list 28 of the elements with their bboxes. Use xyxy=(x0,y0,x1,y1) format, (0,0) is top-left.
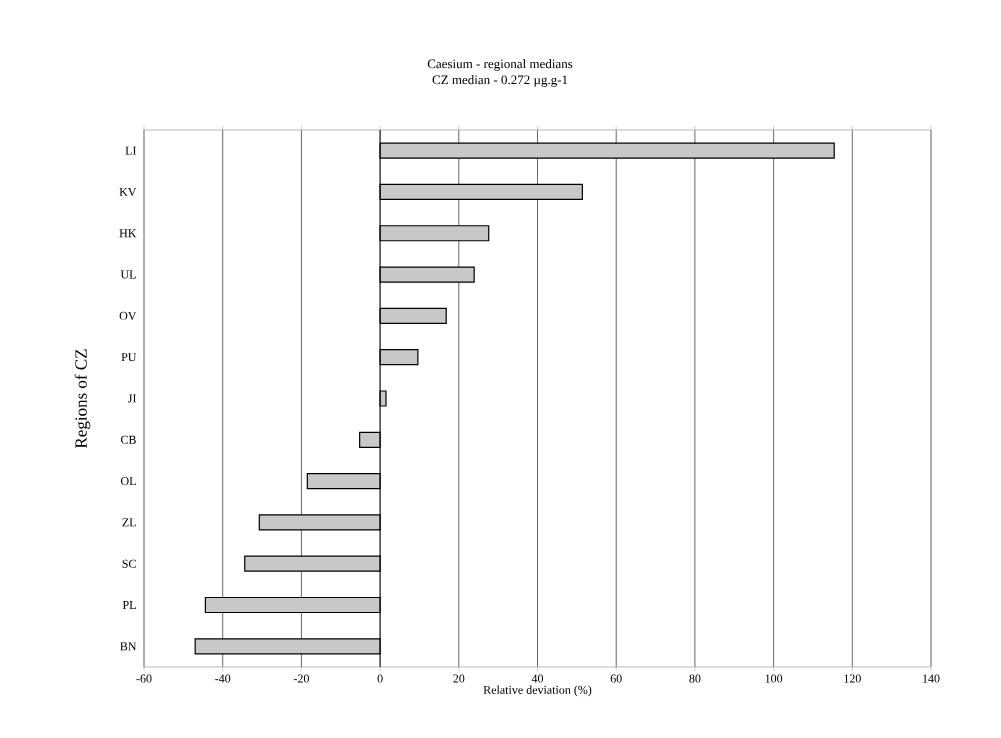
x-axis-title: Relative deviation (%) xyxy=(483,685,592,697)
y-tick-label: OV xyxy=(119,311,137,320)
x-tick-label: -40 xyxy=(215,674,231,683)
chart-title: Caesium - regional medians xyxy=(427,59,573,71)
x-tick-label: 40 xyxy=(531,674,544,683)
y-tick-label: PL xyxy=(122,601,136,609)
y-tick-label: HK xyxy=(119,229,137,238)
y-tick-label: UL xyxy=(120,270,136,279)
chart-subtitle: CZ median - 0.272 µg.g-1 xyxy=(432,75,568,87)
x-tick-label: 0 xyxy=(377,674,383,683)
y-tick-label: SC xyxy=(122,559,136,568)
x-tick-label: -20 xyxy=(293,674,309,683)
y-tick-label: OL xyxy=(120,477,136,486)
y-tick-label: PU xyxy=(121,353,137,362)
x-tick-label: 120 xyxy=(844,674,861,683)
x-tick-label: 80 xyxy=(689,674,701,683)
x-tick-label: 140 xyxy=(923,674,940,683)
y-tick-label: BN xyxy=(120,642,137,651)
y-tick-label: LI xyxy=(125,146,137,155)
x-tick-label: 20 xyxy=(453,674,465,683)
y-tick-label: ZL xyxy=(122,518,136,527)
y-tick-label: JI xyxy=(128,394,137,403)
x-tick-label: 100 xyxy=(765,674,783,683)
x-tick-label: 60 xyxy=(610,674,622,683)
y-tick-label: CB xyxy=(120,435,136,444)
x-tick-label: -60 xyxy=(136,674,152,683)
y-tick-label: KV xyxy=(119,187,137,196)
y-axis-title: Regions of CZ xyxy=(74,349,91,449)
